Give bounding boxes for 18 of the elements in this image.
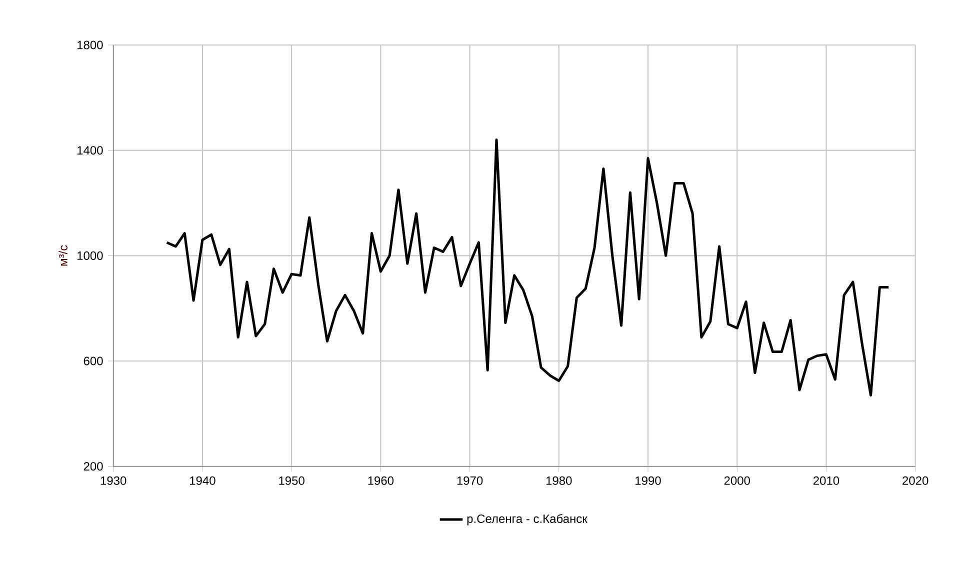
y-tick-label: 200 bbox=[84, 462, 103, 471]
legend-label: р.Селенга - с.Кабанск bbox=[467, 514, 588, 526]
y-axis-title: м³/с bbox=[58, 245, 68, 266]
y-tick-label: 1000 bbox=[78, 251, 103, 260]
x-tick-label: 1930 bbox=[100, 476, 126, 485]
x-tick-label: 1980 bbox=[546, 476, 572, 485]
x-tick-label: 2020 bbox=[902, 476, 928, 485]
x-tick-label: 2010 bbox=[813, 476, 840, 485]
y-tick-label: 1800 bbox=[78, 40, 103, 50]
x-tick-label: 1940 bbox=[190, 476, 216, 485]
x-tick-label: 2000 bbox=[724, 476, 750, 485]
line-series bbox=[166, 138, 890, 397]
x-tick-label: 1990 bbox=[636, 476, 661, 485]
x-tick-label: 1950 bbox=[279, 476, 304, 485]
y-tick-label: 1400 bbox=[78, 146, 103, 155]
x-tick-label: 1970 bbox=[457, 476, 483, 485]
y-tick-label: 600 bbox=[84, 356, 103, 366]
x-tick-label: 1960 bbox=[368, 476, 394, 485]
